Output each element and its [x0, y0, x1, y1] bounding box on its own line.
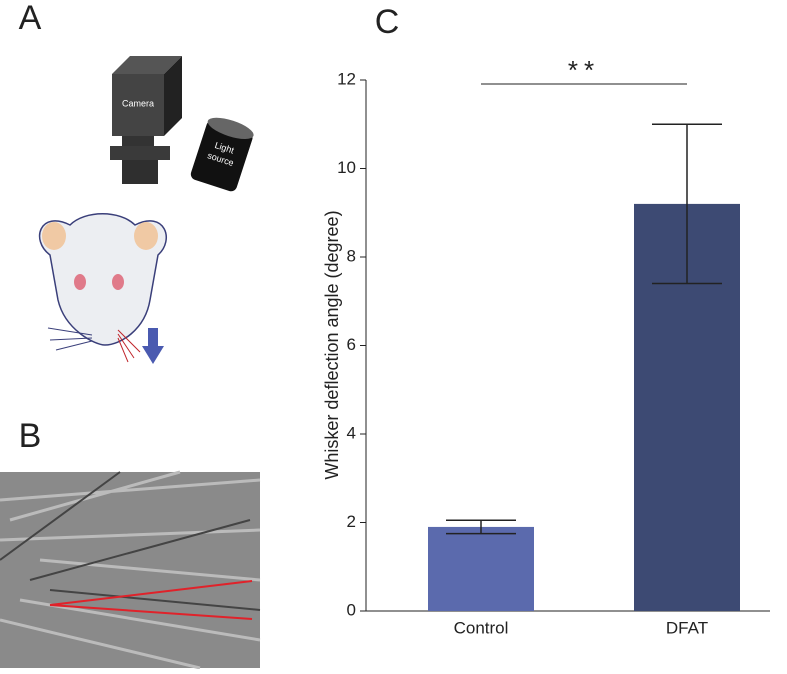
y-tick-label: 6 [347, 335, 356, 354]
x-tick-label: DFAT [666, 618, 708, 637]
bar [428, 526, 534, 611]
y-tick-label: 12 [337, 69, 356, 88]
rat-illustration [39, 213, 167, 364]
x-tick-label: Control [454, 618, 509, 637]
camera-illustration: Camera Light source [110, 56, 254, 192]
panel-label: A [19, 0, 42, 37]
y-tick-label: 4 [347, 423, 356, 442]
y-tick-label: 8 [347, 246, 356, 265]
y-tick-label: 2 [347, 512, 356, 531]
significance-label: ** [568, 55, 600, 85]
y-tick-label: 10 [337, 158, 356, 177]
camera-label: Camera [122, 98, 154, 108]
y-tick-label: 0 [347, 600, 356, 619]
panel-label: B [19, 417, 42, 455]
panel-label: C [375, 3, 400, 41]
y-axis-label: Whisker deflection angle (degree) [322, 210, 342, 479]
whisker-photo [0, 470, 261, 670]
